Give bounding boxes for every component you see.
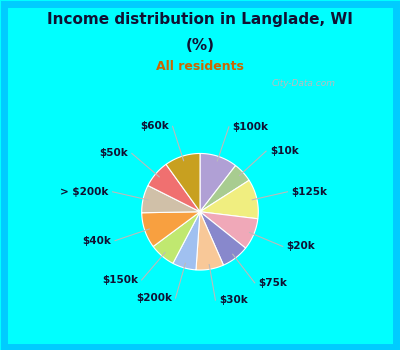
Polygon shape [196,212,224,270]
Polygon shape [200,212,246,265]
Text: (%): (%) [186,38,214,54]
Text: $50k: $50k [99,148,128,159]
Polygon shape [173,212,200,270]
Text: $10k: $10k [270,146,298,156]
Polygon shape [166,153,200,212]
Text: > $200k: > $200k [60,187,109,197]
Polygon shape [200,212,258,248]
Polygon shape [200,153,236,212]
Polygon shape [200,166,249,212]
Text: $20k: $20k [286,241,315,251]
Polygon shape [148,164,200,212]
Text: $60k: $60k [140,121,169,131]
Text: $100k: $100k [233,122,269,132]
Text: City-Data.com: City-Data.com [272,79,336,88]
Polygon shape [153,212,200,263]
Text: $30k: $30k [219,295,248,305]
Text: $75k: $75k [258,278,287,288]
Polygon shape [142,186,200,213]
Text: All residents: All residents [156,60,244,73]
Polygon shape [200,180,258,219]
Text: $150k: $150k [102,275,138,285]
Text: $125k: $125k [291,187,327,197]
Text: $200k: $200k [136,293,172,303]
Polygon shape [142,212,200,246]
Text: $40k: $40k [82,236,111,246]
Text: Income distribution in Langlade, WI: Income distribution in Langlade, WI [47,12,353,27]
